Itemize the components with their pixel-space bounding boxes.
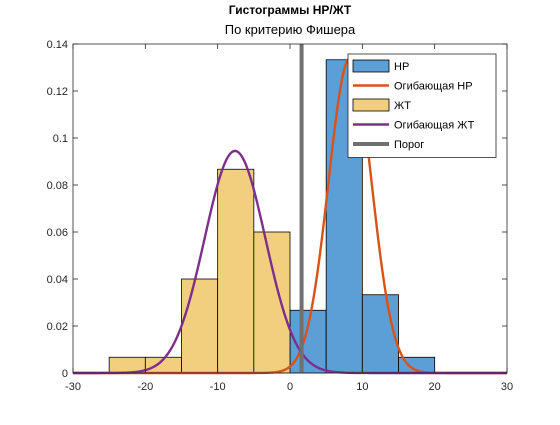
x-tick-label: 0 (287, 381, 293, 393)
legend-swatch (352, 98, 390, 112)
y-tick-label: 0.02 (47, 321, 68, 333)
series-1-bars (289, 59, 436, 374)
y-tick-label: 0.1 (53, 133, 68, 145)
x-tick-label: -20 (137, 381, 153, 393)
y-tick-label: 0.08 (47, 180, 68, 192)
chart-title: Гистограммы НР/ЖТ (228, 3, 352, 17)
legend-label: ЖТ (394, 100, 411, 112)
chart-subtitle: По критерию Фишера (224, 22, 356, 37)
y-tick-label: 0 (62, 368, 68, 380)
histogram-bar (181, 278, 219, 374)
x-tick-label: 30 (501, 381, 513, 393)
legend-label: Огибающая ЖТ (394, 120, 475, 132)
histogram-bar (217, 168, 255, 374)
x-tick-label: -10 (210, 381, 226, 393)
histogram-bar (253, 231, 291, 374)
y-tick-label: 0.04 (47, 274, 68, 286)
x-tick-label: -30 (65, 381, 81, 393)
histogram-bar (361, 294, 399, 374)
x-tick-label: 10 (356, 381, 368, 393)
legend-label: Огибающая НР (394, 81, 473, 93)
y-tick-label: 0.14 (47, 39, 68, 51)
legend-label: Порог (394, 139, 424, 151)
legend-label: НР (394, 61, 409, 73)
y-tick-label: 0.06 (47, 227, 68, 239)
legend: НР Огибающая НР ЖТ Огибающая ЖТ Порог (347, 53, 497, 158)
x-tick-label: 20 (429, 381, 441, 393)
legend-swatch (352, 59, 390, 73)
y-tick-label: 0.12 (47, 86, 68, 98)
